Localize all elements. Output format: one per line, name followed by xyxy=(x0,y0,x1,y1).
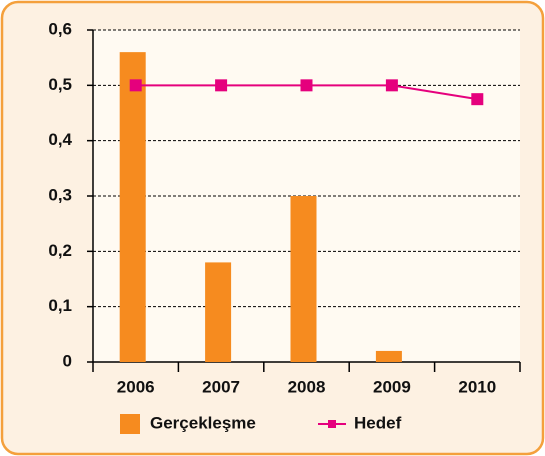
marker xyxy=(300,79,313,92)
marker xyxy=(385,79,398,92)
legend-swatch xyxy=(120,414,140,434)
marker xyxy=(471,93,484,106)
y-tick-label: 0,4 xyxy=(48,130,72,149)
y-tick-label: 0,6 xyxy=(48,19,72,38)
marker xyxy=(215,79,228,92)
x-tick-label: 2006 xyxy=(117,377,155,396)
x-tick-label: 2009 xyxy=(373,377,411,396)
y-tick-label: 0,2 xyxy=(48,241,72,260)
y-tick-label: 0,1 xyxy=(48,296,72,315)
y-tick-label: 0,3 xyxy=(48,185,72,204)
bar xyxy=(119,52,146,363)
bar xyxy=(205,262,232,362)
y-tick-label: 0 xyxy=(63,351,72,370)
x-tick-label: 2007 xyxy=(202,377,240,396)
bar xyxy=(375,350,402,362)
legend-label: Hedef xyxy=(354,413,402,432)
marker xyxy=(129,79,142,92)
x-tick-label: 2010 xyxy=(458,377,496,396)
legend-swatch xyxy=(328,420,336,428)
bar xyxy=(290,196,317,362)
x-tick-label: 2008 xyxy=(288,377,326,396)
y-tick-label: 0,5 xyxy=(48,75,72,94)
legend-label: Gerçekleşme xyxy=(150,413,256,432)
